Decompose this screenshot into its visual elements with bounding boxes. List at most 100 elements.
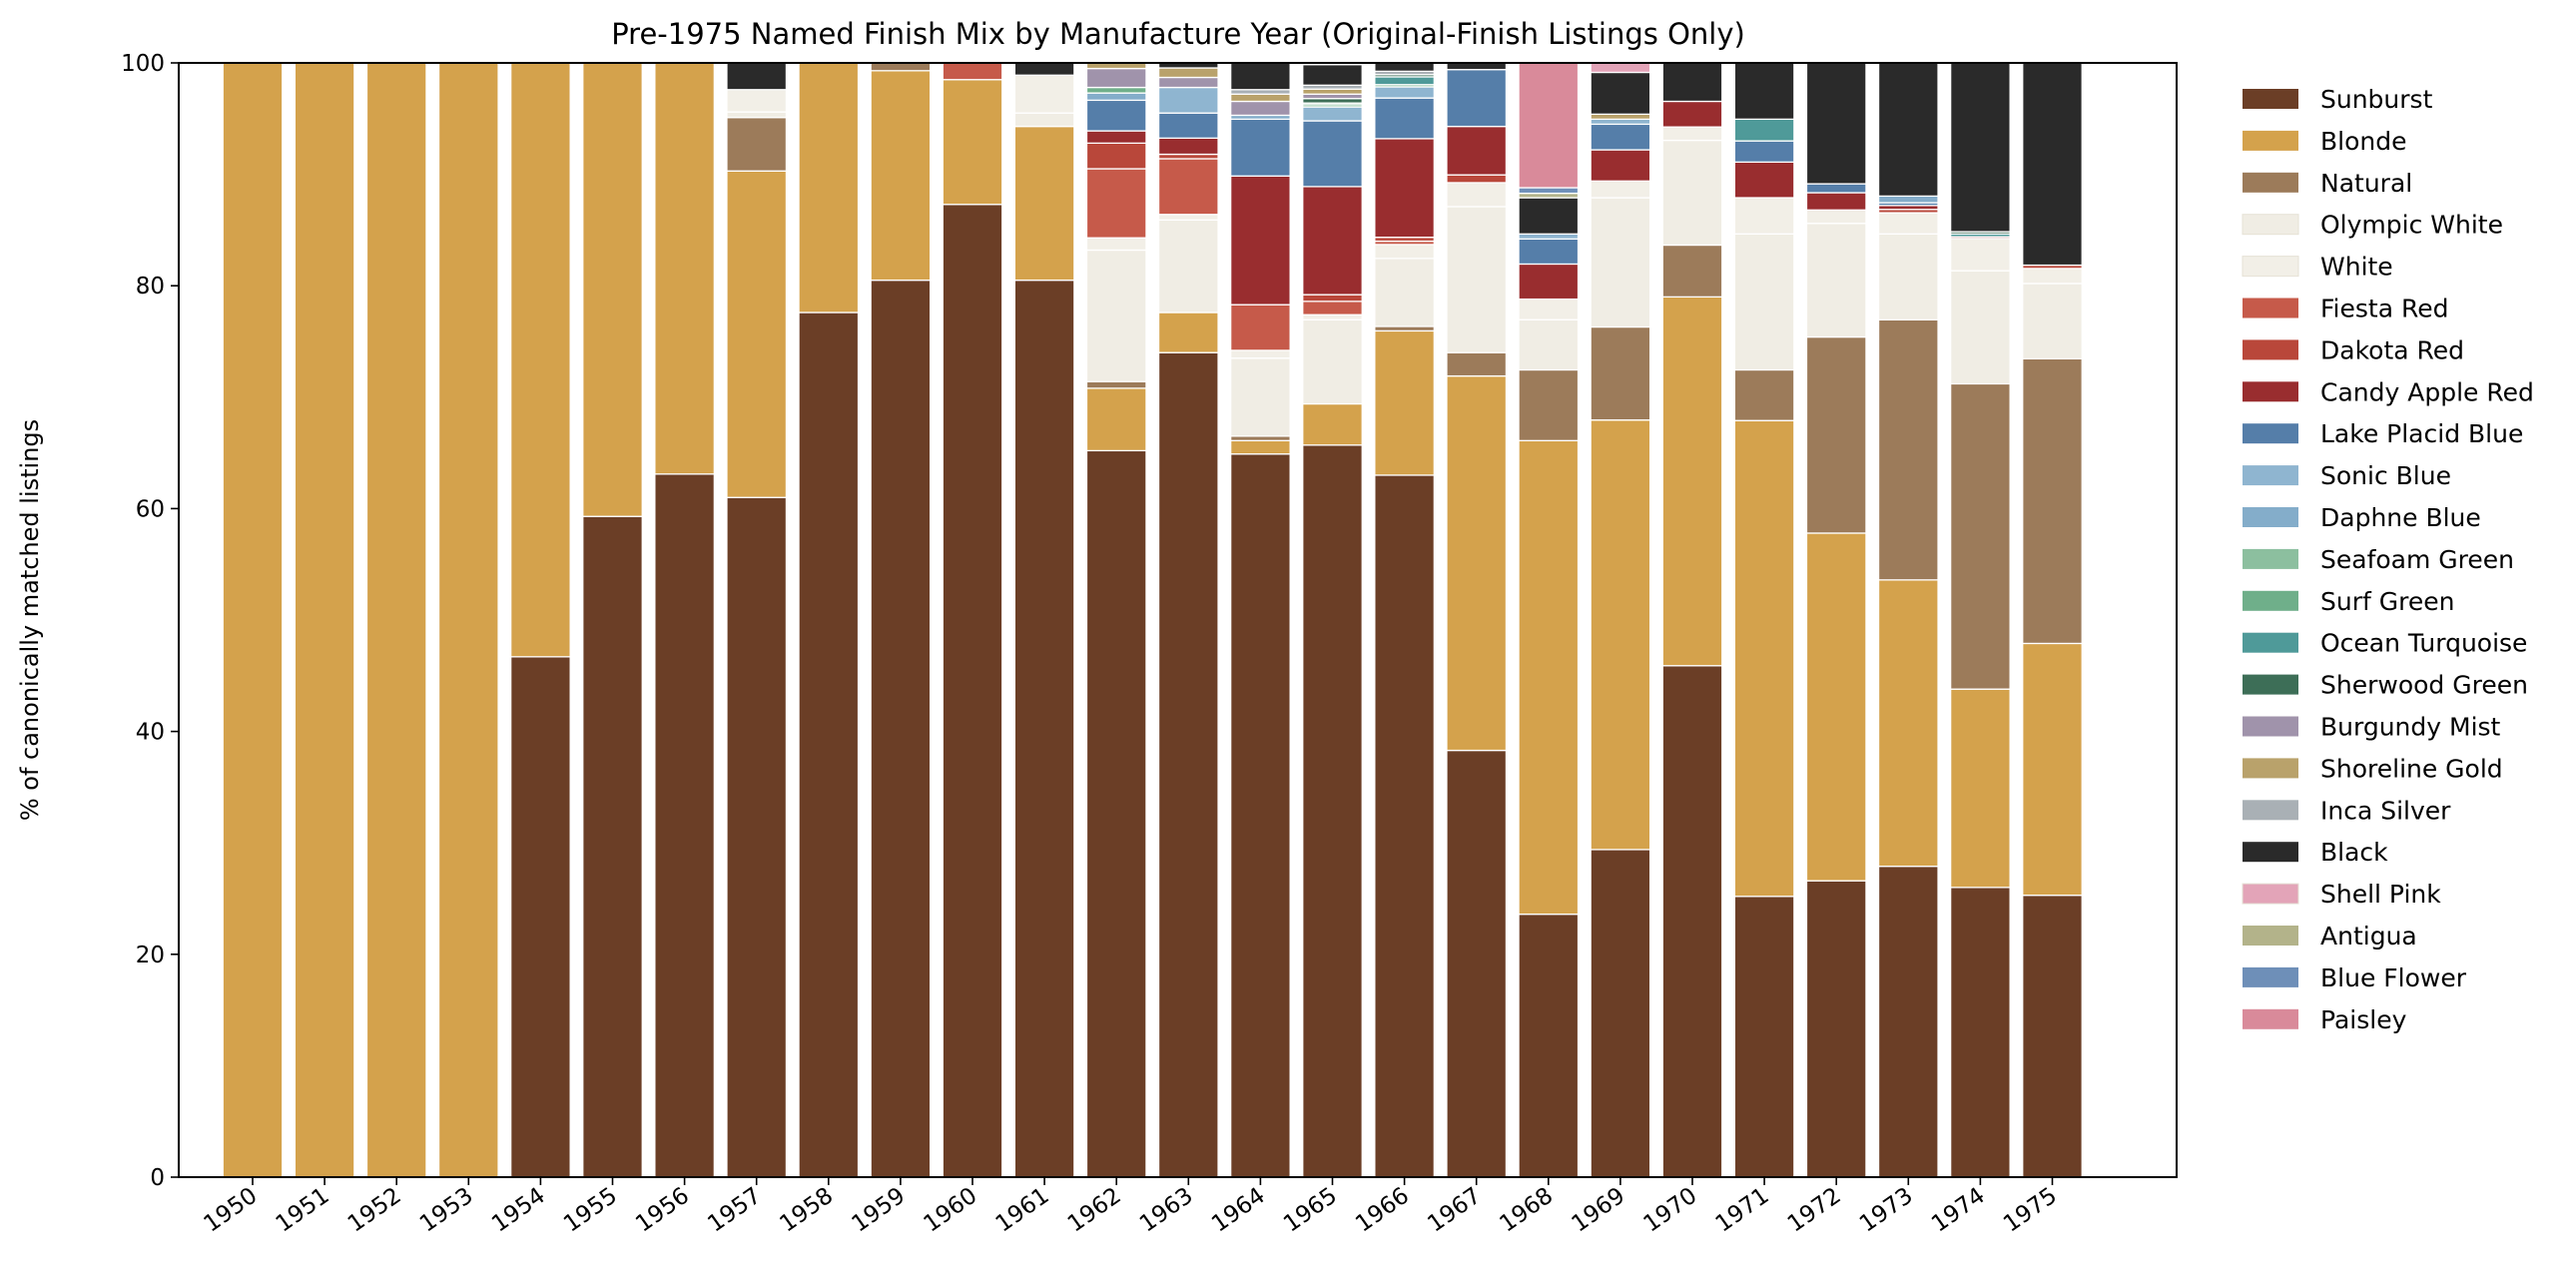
bar-segment-lake-placid-blue-1963 (1157, 112, 1219, 139)
legend-label: Ocean Turquoise (2320, 629, 2527, 658)
legend-item: Burgundy Mist (2243, 713, 2501, 742)
bar-segment-sunburst-1963 (1157, 351, 1219, 1178)
bar-segment-black-1973 (1877, 62, 1939, 198)
bar-segment-blonde-1955 (582, 62, 643, 517)
bar-segment-blonde-1956 (654, 62, 715, 475)
bar-segment-natural-1972 (1805, 335, 1867, 534)
bar-segment-sunburst-1971 (1733, 896, 1795, 1178)
bar-segment-white-1971 (1733, 197, 1795, 235)
legend-swatch (2243, 465, 2298, 486)
bar-segment-candy-apple-red-1964 (1230, 175, 1291, 306)
bar-segment-lake-placid-blue-1967 (1446, 69, 1508, 128)
legend-swatch (2243, 381, 2298, 402)
bar-segment-black-1964 (1230, 62, 1291, 91)
x-tick-label: 1966 (1351, 1183, 1414, 1238)
legend-label: Antigua (2320, 922, 2417, 951)
bar-segment-sunburst-1961 (1013, 279, 1075, 1178)
bar-segment-olympic-white-1966 (1374, 258, 1435, 327)
legend-swatch (2242, 256, 2299, 278)
bar-segment-natural-1975 (2022, 357, 2083, 645)
bar-segment-blonde-1962 (1085, 387, 1147, 452)
bar-segment-blonde-1961 (1013, 125, 1075, 282)
bar-segment-natural-1971 (1733, 368, 1795, 421)
legend-item: Seafoam Green (2243, 545, 2514, 574)
bar-segment-blonde-1970 (1661, 296, 1723, 667)
legend-item: Sunburst (2243, 85, 2433, 114)
bar-segment-natural-1973 (1877, 319, 1939, 581)
bar-segment-candy-apple-red-1962 (1085, 130, 1147, 145)
y-tick-label: 80 (136, 274, 165, 300)
bar-segment-blonde-1972 (1805, 532, 1867, 882)
legend-label: Seafoam Green (2320, 545, 2514, 574)
bar-segment-inca-silver-1964 (1230, 89, 1291, 95)
bar-segment-olympic-white-1961 (1013, 112, 1075, 128)
bar-segment-blonde-1957 (726, 170, 788, 498)
bar-segment-olympic-white-1975 (2022, 283, 2083, 359)
y-tick-label: 0 (150, 1165, 165, 1191)
bar-segment-burgundy-mist-1964 (1230, 100, 1291, 117)
legend-label: Black (2320, 838, 2388, 867)
bar-segment-blonde-1965 (1302, 402, 1363, 446)
bar-segment-sunburst-1959 (870, 279, 932, 1178)
bar-segment-antigua-1968 (1518, 192, 1580, 199)
legend-item: Blue Flower (2243, 963, 2467, 992)
bar-segment-lake-placid-blue-1968 (1518, 238, 1580, 266)
plot-frame (178, 62, 2178, 1178)
bar-segment-black-1974 (1950, 62, 2011, 233)
bar-segment-olympic-white-1969 (1590, 197, 1651, 328)
bar-segment-blonde-1968 (1518, 439, 1580, 916)
bar-segment-black-1969 (1590, 71, 1651, 115)
legend-swatch (2243, 423, 2298, 444)
bar-segment-white-1969 (1590, 180, 1651, 199)
legend-swatch (2243, 716, 2298, 737)
legend-item: Shell Pink (2242, 880, 2441, 909)
bar-segment-natural-1974 (1950, 382, 2011, 690)
y-axis-label: % of canonically matched listings (16, 419, 44, 821)
bar-segment-sunburst-1956 (654, 473, 715, 1178)
bar-segment-daphne-blue-1962 (1085, 92, 1147, 102)
bar-segment-paisley-1968 (1518, 62, 1580, 189)
x-tick-label: 1959 (847, 1183, 910, 1238)
bar-segment-lake-placid-blue-1971 (1733, 140, 1795, 163)
legend-swatch (2243, 800, 2298, 821)
bar-segment-natural-1966 (1374, 325, 1435, 332)
bar-segment-blonde-1966 (1374, 329, 1435, 476)
bar-segment-olympic-white-1973 (1877, 233, 1939, 320)
bar-segment-sunburst-1955 (582, 515, 643, 1178)
bar-segment-sonic-blue-1968 (1518, 233, 1580, 240)
legend-swatch (2243, 842, 2298, 863)
legend-item: Sonic Blue (2243, 461, 2451, 490)
legend-item: White (2242, 253, 2393, 282)
bar-segment-lake-placid-blue-1964 (1230, 118, 1291, 177)
bar-segment-ocean-turquoise-1971 (1733, 118, 1795, 142)
bar-segment-fiesta-red-1963 (1157, 158, 1219, 216)
legend-label: Fiesta Red (2320, 295, 2448, 323)
bar-segment-fiesta-red-1965 (1302, 301, 1363, 316)
x-tick-label: 1955 (559, 1183, 622, 1238)
bar-segment-natural-1969 (1590, 325, 1651, 421)
bar-segment-blonde-1964 (1230, 439, 1291, 455)
x-tick-label: 1971 (1711, 1183, 1774, 1238)
x-tick-label: 1956 (631, 1183, 694, 1238)
bar-segment-candy-apple-red-1971 (1733, 161, 1795, 199)
x-tick-label: 1963 (1135, 1183, 1198, 1238)
bar-segment-surf-green-1962 (1085, 86, 1147, 94)
bar-segment-white-1975 (2022, 268, 2083, 285)
bar-segment-black-1975 (2022, 62, 2083, 267)
bar-segment-fiesta-red-1964 (1230, 304, 1291, 351)
bar-segment-lake-placid-blue-1969 (1590, 123, 1651, 151)
legend-label: Sherwood Green (2320, 671, 2528, 700)
bar-segment-blonde-1975 (2022, 642, 2083, 897)
x-tick-label: 1973 (1855, 1183, 1918, 1238)
legend-item: Lake Placid Blue (2243, 419, 2523, 448)
bar-segment-white-1974 (1950, 238, 2011, 272)
bar-segment-sunburst-1974 (1950, 887, 2011, 1178)
bar-segment-sonic-blue-1963 (1157, 86, 1219, 114)
bar-segment-burgundy-mist-1965 (1302, 93, 1363, 100)
bar-segment-natural-1962 (1085, 380, 1147, 389)
y-tick-label: 20 (136, 943, 165, 968)
legend-label: Dakota Red (2320, 335, 2464, 364)
bar-segment-blonde-1952 (365, 62, 427, 1178)
legend-item: Dakota Red (2243, 335, 2464, 364)
